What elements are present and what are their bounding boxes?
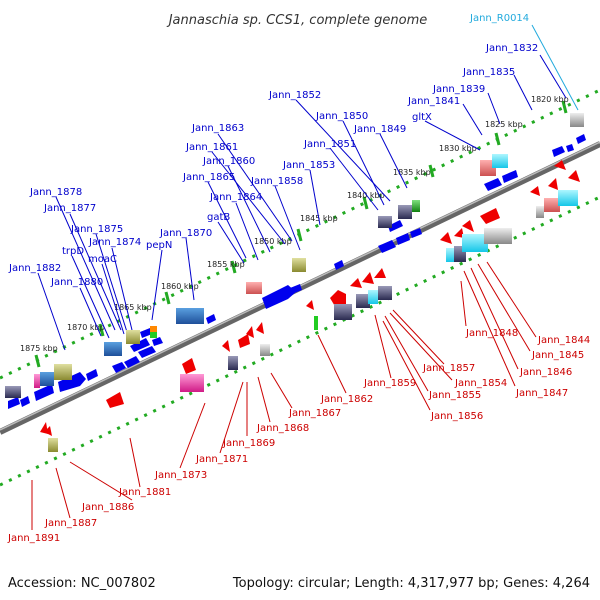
- gene-label[interactable]: Jann_1864: [209, 192, 262, 203]
- gene-label[interactable]: Jann_1848: [465, 328, 518, 339]
- kbp-tick-label: 1870 kbp: [67, 323, 105, 332]
- map-title: Jannaschia sp. CCS1, complete genome: [166, 13, 428, 28]
- rna-gene-label[interactable]: Jann_R0014: [469, 13, 529, 24]
- gene-label[interactable]: Jann_1844: [537, 335, 590, 346]
- gene-label[interactable]: Jann_1839: [432, 84, 485, 95]
- gene-label[interactable]: Jann_1860: [202, 156, 255, 167]
- gene-label[interactable]: Jann_1841: [407, 96, 460, 107]
- bottom-leader-lines: [31, 261, 537, 530]
- gene-label[interactable]: Jann_1875: [70, 224, 123, 235]
- gene-label[interactable]: Jann_1851: [303, 139, 356, 150]
- gene-label[interactable]: Jann_1882: [8, 263, 61, 274]
- gene-label[interactable]: Jann_1878: [29, 187, 82, 198]
- top-leader-lines: [37, 54, 567, 351]
- gene-label[interactable]: Jann_1881: [118, 487, 171, 498]
- gene-label[interactable]: Jann_1865: [182, 172, 235, 183]
- gene-label[interactable]: Jann_1855: [428, 390, 481, 401]
- reverse-genes: [40, 160, 580, 436]
- gene-label[interactable]: Jann_1887: [44, 518, 97, 529]
- top-gene-labels: Jann_1832 Jann_1835 Jann_1839 Jann_1841 …: [8, 13, 538, 288]
- upper-track-ticks: [34, 100, 568, 368]
- gene-label[interactable]: gatB: [207, 212, 230, 223]
- gene-label[interactable]: trpD: [62, 246, 84, 257]
- lower-track: [0, 195, 600, 487]
- kbp-tick-label: 1855 kbp: [207, 260, 245, 269]
- gene-label[interactable]: Jann_1850: [315, 111, 368, 122]
- forward-feature-boxes: [5, 113, 584, 398]
- gene-label[interactable]: Jann_1853: [282, 160, 335, 171]
- kbp-tick-label: 1830 kbp: [439, 144, 477, 153]
- gene-label[interactable]: Jann_1847: [515, 388, 568, 399]
- gene-label[interactable]: Jann_1854: [454, 378, 507, 389]
- gene-label[interactable]: Jann_1852: [268, 90, 321, 101]
- gene-label[interactable]: Jann_1857: [422, 363, 475, 374]
- gene-label[interactable]: Jann_1873: [154, 470, 207, 481]
- kbp-tick-label: 1835 kbp: [393, 168, 431, 177]
- kbp-tick-label: 1850 kbp: [254, 237, 292, 246]
- gene-label[interactable]: Jann_1845: [531, 350, 584, 361]
- gene-label[interactable]: moaC: [88, 254, 117, 265]
- bottom-gene-labels: Jann_1844 Jann_1845 Jann_1846 Jann_1847 …: [7, 328, 590, 544]
- kbp-tick-label: 1860 kbp: [161, 282, 199, 291]
- gene-label[interactable]: Jann_1870: [159, 228, 212, 239]
- kbp-tick-label: 1820 kbp: [531, 95, 569, 104]
- reverse-feature-boxes: [48, 190, 578, 452]
- gene-label[interactable]: Jann_1858: [250, 176, 303, 187]
- forward-genes: [8, 134, 586, 409]
- kbp-tick-label: 1825 kbp: [485, 120, 523, 129]
- gene-label[interactable]: Jann_1861: [185, 142, 238, 153]
- accession-text: Accession: NC_007802: [8, 576, 156, 591]
- gene-label[interactable]: Jann_1859: [363, 378, 416, 389]
- topology-text: Topology: circular; Length: 4,317,977 bp…: [232, 576, 590, 591]
- gene-label[interactable]: pepN: [146, 240, 172, 251]
- gene-label[interactable]: Jann_1871: [195, 454, 248, 465]
- gene-label[interactable]: Jann_1849: [353, 124, 406, 135]
- gene-label[interactable]: Jann_1874: [88, 237, 141, 248]
- gene-label[interactable]: Jann_1862: [320, 394, 373, 405]
- gene-label[interactable]: Jann_1880: [50, 277, 103, 288]
- gene-label[interactable]: Jann_1856: [430, 411, 483, 422]
- gene-label[interactable]: Jann_1868: [256, 423, 309, 434]
- gene-label[interactable]: Jann_1867: [288, 408, 341, 419]
- gene-label[interactable]: Jann_1886: [81, 502, 134, 513]
- gene-label[interactable]: Jann_1863: [191, 123, 244, 134]
- kbp-tick-label: 1840 kbp: [347, 191, 385, 200]
- rna-leader-line: [531, 24, 579, 111]
- gene-label[interactable]: gltX: [412, 112, 432, 123]
- gene-label[interactable]: Jann_1846: [519, 367, 572, 378]
- kbp-ticks: 1820 kbp 1825 kbp 1830 kbp 1835 kbp 1840…: [20, 95, 569, 353]
- gene-label[interactable]: Jann_1891: [7, 533, 60, 544]
- kbp-tick-label: 1865 kbp: [114, 303, 152, 312]
- kbp-tick-label: 1875 kbp: [20, 344, 58, 353]
- gene-label[interactable]: Jann_1832: [485, 43, 538, 54]
- gene-label[interactable]: Jann_1835: [462, 67, 515, 78]
- gene-label[interactable]: Jann_1869: [222, 438, 275, 449]
- gene-label[interactable]: Jann_1877: [43, 203, 96, 214]
